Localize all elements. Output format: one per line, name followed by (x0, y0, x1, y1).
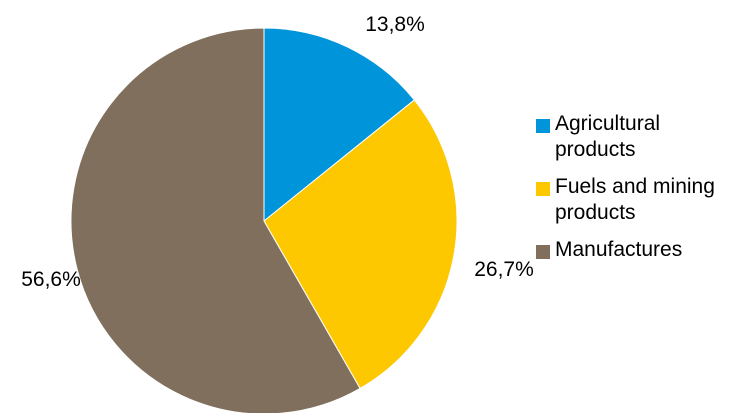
pie-data-labels: 13,8% 26,7% 56,6% (21, 13, 534, 291)
legend-item-manufactures: Manufactures (536, 237, 746, 263)
legend-label-agricultural: Agricultural products (555, 112, 661, 161)
data-label-fuels-mining: 26,7% (474, 258, 534, 281)
data-label-agricultural: 13,8% (365, 13, 425, 36)
legend-item-agricultural: Agricultural products (536, 111, 746, 163)
pie-slice-manufactures (70, 27, 361, 413)
legend-item-fuels-mining: Fuels and mining products (536, 174, 746, 226)
legend-swatch-agricultural (536, 119, 550, 133)
chart-legend: Agricultural products Fuels and mining p… (536, 111, 746, 274)
legend-swatch-fuels-mining (536, 182, 550, 196)
legend-swatch-manufactures (536, 245, 550, 259)
data-label-manufactures: 56,6% (21, 268, 81, 291)
pie-slice-fuels-mining (263, 99, 458, 390)
legend-label-fuels-mining: Fuels and mining products (555, 175, 715, 224)
pie-slices (70, 27, 458, 413)
legend-label-manufactures: Manufactures (555, 238, 683, 261)
pie-slice-agricultural (263, 27, 416, 223)
